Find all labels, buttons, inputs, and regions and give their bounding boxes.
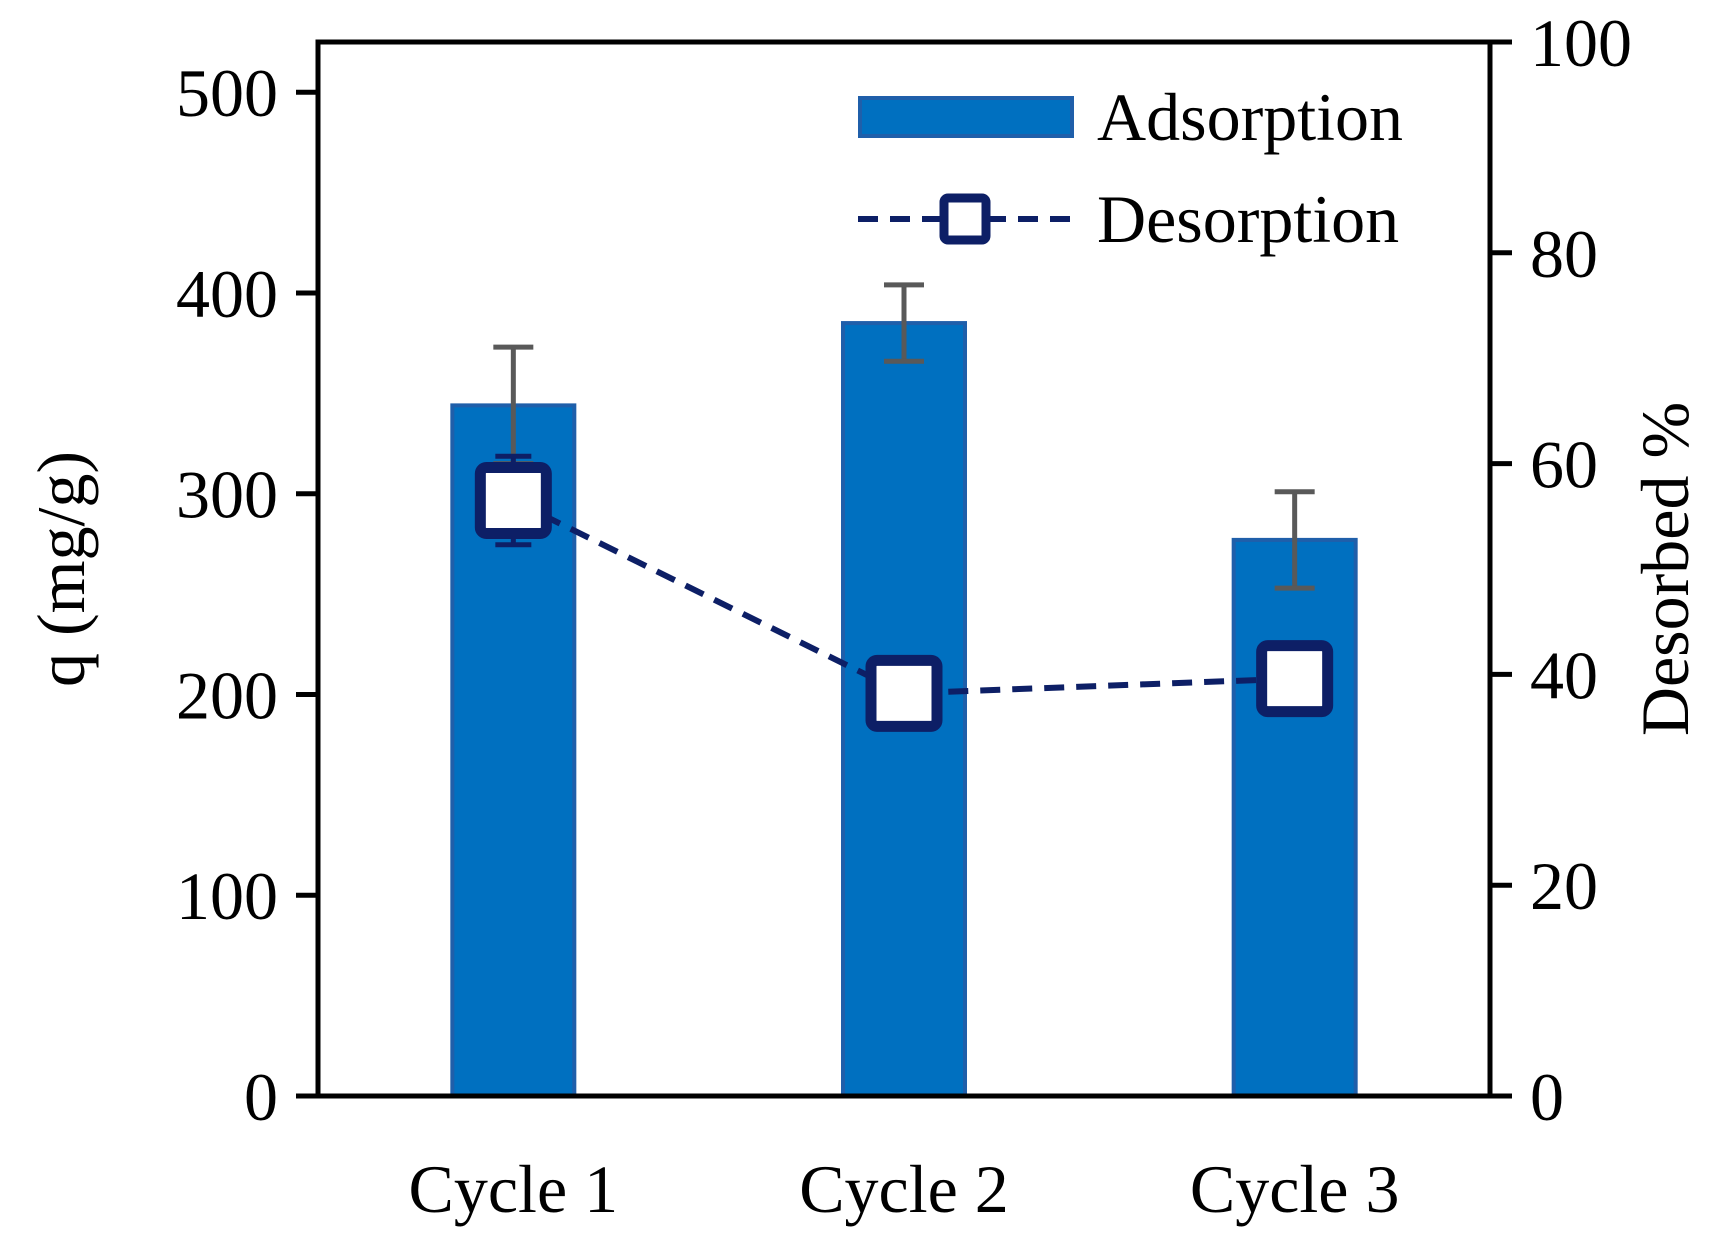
plot-frame (315, 39, 1493, 1099)
desorption-marker-2 (865, 654, 943, 732)
right-axis-ticks: 0 20 40 60 80 100 (1490, 5, 1632, 1135)
y-right-axis-title: Desorbed % (1627, 402, 1703, 736)
left-axis-ticks: 0 100 200 300 400 500 (176, 55, 318, 1135)
x-category-label: Cycle 3 (1190, 1151, 1400, 1227)
y-right-tick-label: 80 (1530, 216, 1598, 292)
legend-desorption-marker (939, 193, 991, 245)
x-category-label: Cycle 2 (799, 1151, 1009, 1227)
y-right-tick-label: 40 (1530, 637, 1598, 713)
bar-error-bars-layer (493, 282, 1315, 591)
y-left-tick-label: 400 (176, 256, 278, 332)
legend-desorption-label: Desorption (1097, 181, 1399, 257)
y-right-tick-label: 60 (1530, 427, 1598, 503)
y-right-tick-label: 20 (1530, 848, 1598, 924)
y-left-tick-label: 200 (176, 657, 278, 733)
x-category-label: Cycle 1 (409, 1151, 619, 1227)
y-left-tick-label: 500 (176, 55, 278, 131)
y-left-axis-title: q (mg/g) (23, 451, 99, 687)
y-left-tick-label: 300 (176, 457, 278, 533)
desorption-marker-1 (474, 461, 552, 539)
axes-layer (315, 39, 1493, 1099)
desorption-line-layer (474, 453, 1334, 732)
legend: Adsorption Desorption (858, 79, 1403, 257)
y-left-tick-label: 100 (176, 858, 278, 934)
category-labels: Cycle 1 Cycle 2 Cycle 3 (409, 1151, 1400, 1227)
y-left-tick-label: 0 (244, 1059, 278, 1135)
legend-adsorption-swatch (858, 96, 1074, 138)
bar-adsorption-3 (1231, 537, 1358, 1098)
legend-adsorption-label: Adsorption (1097, 79, 1403, 155)
y-right-tick-label: 100 (1530, 5, 1632, 81)
y-right-tick-label: 0 (1530, 1059, 1564, 1135)
desorption-marker-3 (1256, 640, 1334, 718)
